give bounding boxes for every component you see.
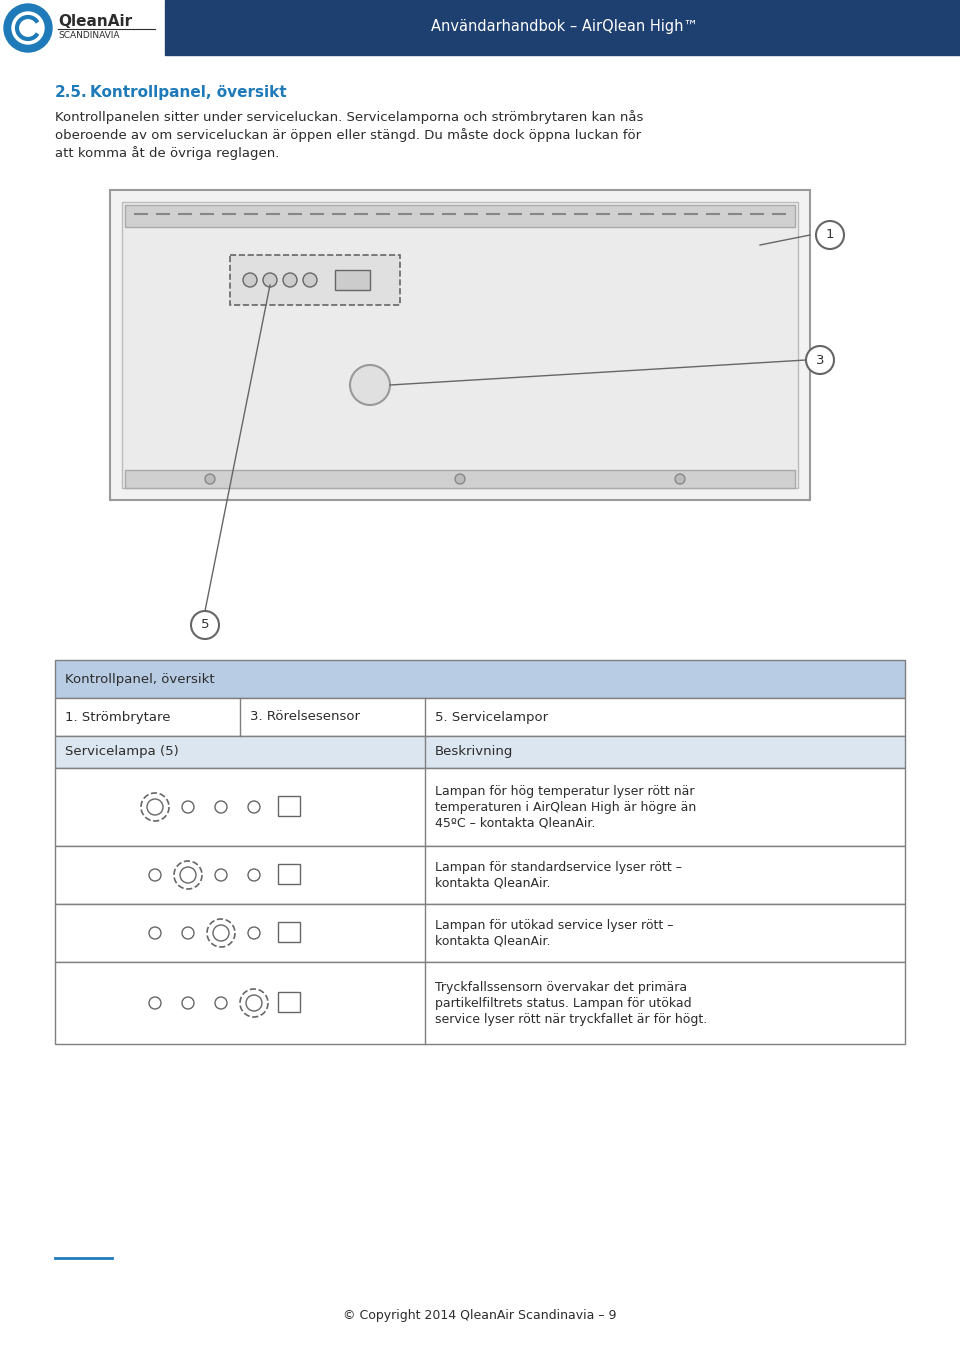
Text: Tryckfallssensorn övervakar det primära: Tryckfallssensorn övervakar det primära xyxy=(435,980,687,994)
Text: SCANDINAVIA: SCANDINAVIA xyxy=(58,31,119,40)
Bar xyxy=(55,768,905,846)
Circle shape xyxy=(248,801,260,813)
Bar xyxy=(55,904,905,963)
Bar xyxy=(55,963,905,1044)
Text: oberoende av om serviceluckan är öppen eller stängd. Du måste dock öppna luckan : oberoende av om serviceluckan är öppen e… xyxy=(55,128,641,142)
Bar xyxy=(125,205,795,227)
Text: Kontrollpanel, översikt: Kontrollpanel, översikt xyxy=(65,672,215,686)
Text: partikelfiltrets status. Lampan för utökad: partikelfiltrets status. Lampan för utök… xyxy=(435,996,691,1010)
Text: Kontrollpanelen sitter under serviceluckan. Servicelamporna och strömbrytaren ka: Kontrollpanelen sitter under serviceluck… xyxy=(55,109,643,124)
Circle shape xyxy=(147,799,163,815)
Text: 1. Strömbrytare: 1. Strömbrytare xyxy=(65,710,171,724)
Bar xyxy=(278,922,300,942)
Text: 2.5.: 2.5. xyxy=(55,85,87,100)
Bar xyxy=(55,846,905,905)
Text: Servicelampa (5): Servicelampa (5) xyxy=(65,745,179,759)
Bar xyxy=(125,470,795,487)
Bar xyxy=(122,202,798,487)
Text: service lyser rött när tryckfallet är för högt.: service lyser rött när tryckfallet är fö… xyxy=(435,1012,708,1026)
Bar xyxy=(278,864,300,884)
Circle shape xyxy=(675,474,685,485)
Text: Lampan för hög temperatur lyser rött när: Lampan för hög temperatur lyser rött när xyxy=(435,784,694,798)
Text: Kontrollpanel, översikt: Kontrollpanel, översikt xyxy=(90,85,287,100)
Circle shape xyxy=(191,612,219,639)
Text: 5. Servicelampor: 5. Servicelampor xyxy=(435,710,548,724)
Circle shape xyxy=(149,998,161,1008)
Bar xyxy=(55,698,905,736)
Text: att komma åt de övriga reglagen.: att komma åt de övriga reglagen. xyxy=(55,146,279,159)
Circle shape xyxy=(816,221,844,248)
Text: 3. Rörelsesensor: 3. Rörelsesensor xyxy=(250,710,360,724)
Circle shape xyxy=(12,12,44,45)
Text: 5: 5 xyxy=(201,618,209,632)
Circle shape xyxy=(213,925,229,941)
Circle shape xyxy=(283,273,297,288)
Circle shape xyxy=(215,801,227,813)
Circle shape xyxy=(149,869,161,882)
Circle shape xyxy=(455,474,465,485)
Bar xyxy=(110,190,810,500)
Circle shape xyxy=(243,273,257,288)
Bar xyxy=(278,992,300,1012)
Circle shape xyxy=(248,869,260,882)
Text: 1: 1 xyxy=(826,228,834,242)
Bar xyxy=(55,736,905,768)
Text: 3: 3 xyxy=(816,354,825,366)
Bar xyxy=(335,270,370,290)
Text: temperaturen i AirQlean High är högre än: temperaturen i AirQlean High är högre än xyxy=(435,801,696,814)
Bar xyxy=(278,796,300,815)
Circle shape xyxy=(215,998,227,1008)
Text: Lampan för utökad service lyser rött –: Lampan för utökad service lyser rött – xyxy=(435,918,674,932)
Text: 45ºC – kontakta QleanAir.: 45ºC – kontakta QleanAir. xyxy=(435,817,595,829)
Circle shape xyxy=(215,869,227,882)
Circle shape xyxy=(149,927,161,940)
Text: kontakta QleanAir.: kontakta QleanAir. xyxy=(435,934,550,948)
Bar xyxy=(165,0,960,55)
Circle shape xyxy=(303,273,317,288)
Bar xyxy=(55,660,905,698)
Bar xyxy=(230,255,400,305)
Circle shape xyxy=(248,927,260,940)
Circle shape xyxy=(350,364,390,405)
Circle shape xyxy=(263,273,277,288)
Circle shape xyxy=(4,4,52,53)
Text: Lampan för standardservice lyser rött –: Lampan för standardservice lyser rött – xyxy=(435,860,682,873)
Circle shape xyxy=(205,474,215,485)
Text: kontakta QleanAir.: kontakta QleanAir. xyxy=(435,876,550,890)
Text: QleanAir: QleanAir xyxy=(58,15,132,30)
Circle shape xyxy=(806,346,834,374)
Circle shape xyxy=(246,995,262,1011)
Circle shape xyxy=(182,998,194,1008)
Circle shape xyxy=(182,927,194,940)
Circle shape xyxy=(182,801,194,813)
Circle shape xyxy=(180,867,196,883)
Text: Användarhandbok – AirQlean High™: Användarhandbok – AirQlean High™ xyxy=(431,19,699,35)
Text: Beskrivning: Beskrivning xyxy=(435,745,514,759)
Text: © Copyright 2014 QleanAir Scandinavia – 9: © Copyright 2014 QleanAir Scandinavia – … xyxy=(344,1308,616,1322)
